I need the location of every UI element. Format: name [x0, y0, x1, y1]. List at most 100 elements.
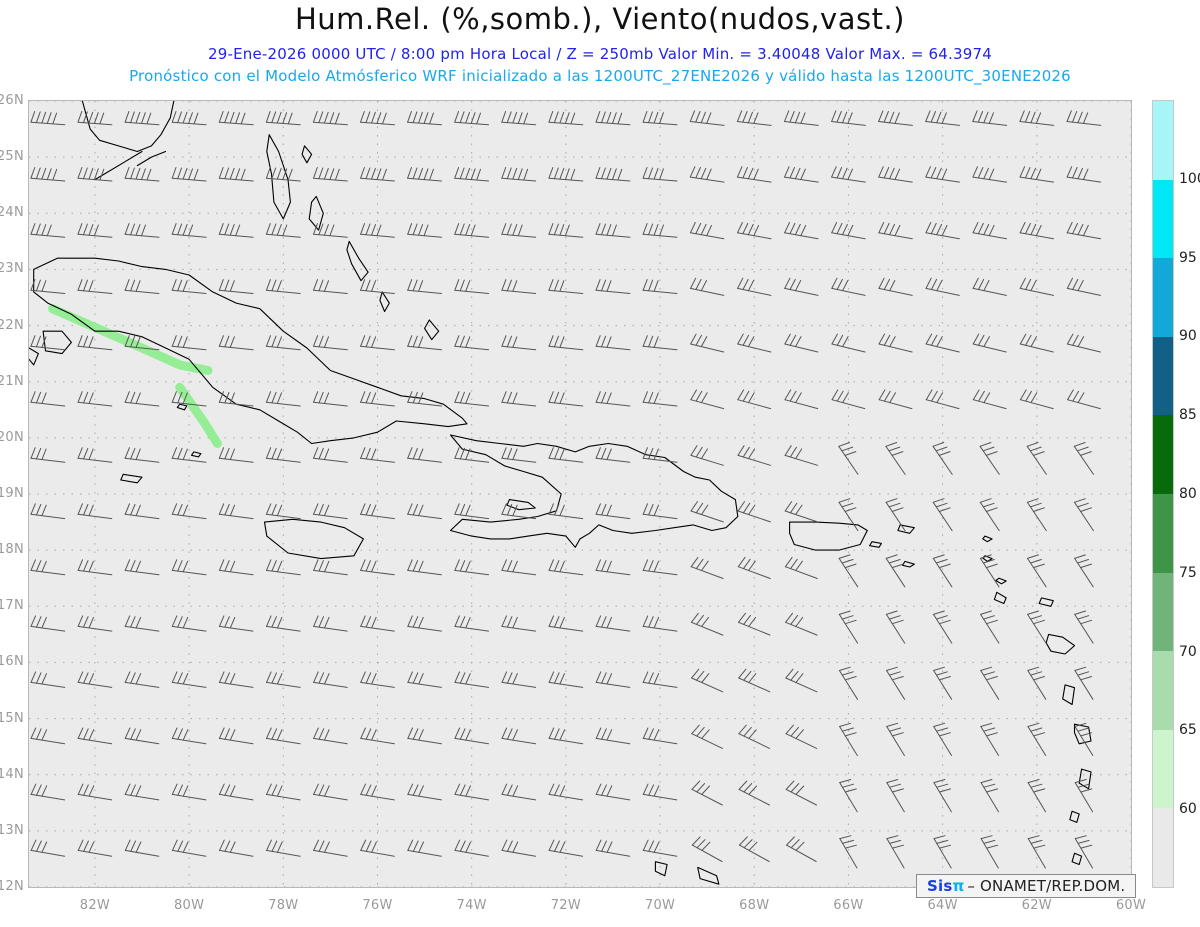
- wind-barb: [218, 279, 254, 294]
- wind-barb: [1074, 498, 1094, 532]
- wind-barb: [313, 839, 348, 857]
- wind-barb: [548, 559, 584, 576]
- wind-barb: [737, 501, 771, 523]
- wind-barb: [124, 391, 160, 407]
- wind-barb: [548, 391, 584, 407]
- wind-barb: [980, 835, 999, 869]
- wind-barb: [313, 223, 348, 238]
- wind-barb: [265, 167, 301, 182]
- wind-barb: [407, 783, 442, 801]
- wind-barb: [595, 111, 631, 126]
- wind-barb: [313, 391, 348, 407]
- wind-barb: [784, 277, 819, 296]
- provider-logo: Sis π – ONAMET/REP.DOM.: [916, 874, 1137, 898]
- wind-barb: [595, 279, 631, 294]
- wind-barb: [218, 671, 254, 688]
- wind-barb: [838, 666, 858, 700]
- wind-barb: [1027, 835, 1046, 869]
- wind-barb: [642, 447, 678, 463]
- wind-barb: [595, 783, 631, 801]
- wind-barb: [1027, 779, 1046, 813]
- wind-barb: [124, 559, 160, 576]
- wind-barb: [972, 110, 1008, 126]
- wind-barb: [124, 727, 160, 745]
- wind-barb: [595, 447, 631, 463]
- wind-barb: [932, 442, 953, 475]
- wind-barb: [838, 498, 859, 532]
- lat-tick-label: 17N: [0, 598, 24, 614]
- map-canvas: [29, 101, 1131, 887]
- wind-barb: [784, 556, 818, 579]
- wind-barb: [548, 783, 584, 801]
- logo-agency-text: – ONAMET/REP.DOM.: [967, 877, 1126, 895]
- lon-tick-label: 76W: [362, 898, 393, 913]
- wind-barb: [737, 556, 771, 579]
- wind-barb: [171, 615, 207, 632]
- wind-barb: [407, 391, 442, 407]
- wind-barb: [218, 727, 254, 745]
- wind-barb: [360, 167, 395, 182]
- wind-barb: [360, 727, 395, 745]
- wind-barb: [77, 503, 113, 520]
- lat-tick-label: 26N: [0, 93, 24, 108]
- wind-barb: [171, 839, 207, 857]
- lat-tick-label: 23N: [0, 261, 24, 277]
- wind-barb: [30, 111, 66, 126]
- wind-barb: [77, 111, 113, 126]
- wind-barb: [407, 559, 442, 576]
- wind-barb: [501, 503, 537, 520]
- wind-barb: [124, 223, 160, 238]
- colorbar-segment: [1153, 572, 1173, 652]
- wind-barb: [980, 722, 1000, 756]
- wind-barb: [265, 391, 301, 407]
- wind-barb: [77, 559, 113, 576]
- wind-barb: [595, 503, 631, 520]
- wind-barb: [972, 389, 1007, 410]
- wind-barb: [831, 110, 866, 126]
- wind-barb: [454, 839, 489, 857]
- colorbar-segment: [1153, 415, 1173, 494]
- wind-barb: [642, 783, 678, 801]
- wind-barb: [218, 615, 254, 632]
- wind-barb: [313, 447, 348, 463]
- wind-barb: [689, 166, 725, 183]
- wind-barb: [407, 671, 442, 688]
- wind-barb: [454, 111, 490, 126]
- wind-barb: [454, 727, 489, 745]
- wind-barb: [501, 727, 537, 745]
- wind-barb: [738, 612, 771, 636]
- wind-barb: [124, 279, 160, 294]
- wind-barb: [266, 559, 301, 576]
- colorbar-tick-label: 65: [1179, 722, 1197, 739]
- wind-barb: [595, 167, 631, 182]
- lat-tick-label: 25N: [0, 149, 24, 165]
- lon-tick-label: 66W: [833, 898, 864, 913]
- wind-barb: [979, 554, 1000, 588]
- wind-barb: [548, 335, 584, 351]
- wind-barb: [171, 559, 207, 576]
- wind-barb: [690, 445, 724, 466]
- wind-barb: [407, 447, 442, 463]
- wind-barb: [595, 839, 631, 857]
- wind-barb: [595, 335, 631, 351]
- wind-barb: [595, 615, 631, 632]
- wind-barb: [313, 279, 348, 294]
- wind-barb: [548, 727, 584, 745]
- wind-barb: [1074, 610, 1094, 644]
- wind-barb: [691, 668, 724, 693]
- wind-barb: [1019, 222, 1054, 240]
- wind-barb: [784, 166, 819, 183]
- wind-barb: [501, 783, 537, 801]
- wind-barb: [972, 333, 1007, 353]
- wind-barb: [360, 503, 395, 520]
- wind-barb: [885, 442, 906, 475]
- wind-barb: [689, 110, 725, 126]
- wind-barb: [454, 615, 489, 632]
- map-plot-area[interactable]: [28, 100, 1132, 888]
- colorbar-segment: [1153, 336, 1173, 416]
- lon-tick-label: 70W: [644, 898, 676, 913]
- wind-barb: [501, 391, 537, 407]
- wind-barb: [360, 111, 395, 126]
- wind-barb: [313, 615, 348, 632]
- wind-barb: [885, 610, 906, 644]
